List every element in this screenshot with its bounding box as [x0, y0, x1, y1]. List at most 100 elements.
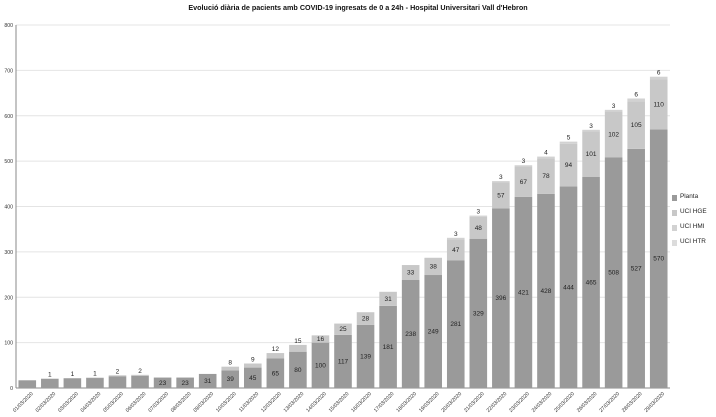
- data-label: 1: [48, 371, 52, 378]
- data-label: 31: [384, 296, 392, 303]
- data-label: 1: [93, 371, 97, 378]
- bar-segment: [86, 377, 104, 379]
- data-label: 2: [138, 368, 142, 375]
- bar-segment: [63, 378, 82, 379]
- x-tick-label: 09/03/2020: [192, 391, 215, 414]
- bar-segment: [266, 358, 285, 388]
- x-tick-label: 13/03/2020: [283, 391, 306, 414]
- x-tick-label: 07/03/2020: [147, 391, 170, 414]
- data-label: 105: [631, 122, 642, 129]
- legend-swatch: [672, 225, 677, 231]
- bar-segment: [334, 334, 352, 388]
- data-label: 16: [317, 336, 325, 343]
- legend-label: UCI HGE: [680, 208, 707, 215]
- bar-segment: [559, 186, 578, 388]
- data-label: 3: [589, 123, 593, 130]
- bar-segment: [559, 143, 578, 187]
- bar-segment: [537, 158, 555, 194]
- data-label: 15: [294, 338, 302, 345]
- data-label: 25: [339, 326, 347, 333]
- legend-label: UCI HTR: [680, 238, 706, 245]
- legend-label: Planta: [680, 193, 699, 200]
- x-tick-label: 05/03/2020: [102, 391, 125, 414]
- data-label: 47: [452, 247, 460, 254]
- bar-segment: [582, 131, 600, 178]
- bar-segment: [604, 157, 623, 388]
- data-label: 117: [338, 358, 349, 365]
- data-label: 6: [657, 70, 661, 77]
- bar-segment: [108, 376, 127, 388]
- data-label: 38: [430, 263, 438, 270]
- bar-segment: [41, 378, 59, 388]
- data-label: 28: [362, 316, 370, 323]
- bar-segment: [153, 377, 172, 388]
- bar-segment: [198, 373, 217, 388]
- bar-segment: [176, 377, 194, 388]
- bar-segment: [63, 378, 82, 388]
- data-label: 1: [71, 371, 75, 378]
- bar-segment: [311, 342, 330, 388]
- bar-segment: [356, 312, 375, 325]
- data-label: 396: [495, 295, 506, 302]
- bar-segment: [424, 257, 443, 276]
- data-label: 57: [497, 192, 505, 199]
- data-label: 5: [567, 135, 571, 142]
- data-label: 45: [249, 375, 257, 382]
- y-tick-label: 100: [4, 341, 13, 347]
- y-tick-label: 800: [4, 23, 13, 29]
- x-tick-label: 28/03/2020: [621, 391, 644, 414]
- bar-segment: [604, 111, 623, 158]
- x-tick-label: 11/03/2020: [238, 391, 260, 413]
- data-label: 465: [586, 280, 597, 287]
- bar-segment: [492, 208, 510, 388]
- bar-segment: [108, 375, 127, 377]
- bar-segment: [424, 275, 443, 388]
- bar-segment: [131, 375, 149, 388]
- bar-segment: [379, 305, 397, 388]
- bar-segment: [582, 177, 600, 388]
- data-label: 102: [608, 131, 619, 138]
- bar-segment: [514, 196, 533, 388]
- bar-segment: [221, 370, 240, 388]
- x-tick-label: 16/03/2020: [350, 391, 373, 414]
- data-label: 508: [608, 270, 619, 277]
- bar-segment: [401, 265, 420, 281]
- legend-swatch: [672, 210, 677, 216]
- x-tick-label: 18/03/2020: [395, 391, 418, 414]
- bar-segment: [537, 156, 555, 159]
- bar-segment: [266, 353, 285, 359]
- data-label: 181: [383, 344, 394, 351]
- x-tick-label: 25/03/2020: [553, 391, 576, 414]
- x-tick-label: 20/03/2020: [441, 391, 464, 414]
- y-tick-label: 600: [4, 114, 13, 120]
- data-label: 33: [407, 270, 415, 277]
- data-label: 3: [522, 158, 526, 165]
- data-label: 249: [428, 329, 439, 336]
- bar-segment: [289, 344, 307, 352]
- y-tick-label: 500: [4, 159, 13, 165]
- data-label: 570: [653, 256, 664, 263]
- data-label: 23: [159, 380, 167, 387]
- bar-segment: [289, 351, 307, 388]
- bar-segment: [649, 76, 668, 80]
- data-label: 527: [631, 265, 642, 272]
- data-label: 3: [612, 103, 616, 110]
- bar-segment: [131, 374, 149, 376]
- bar-segment: [401, 280, 420, 388]
- data-label: 101: [586, 151, 597, 158]
- bar-segment: [356, 324, 375, 388]
- x-tick-label: 19/03/2020: [418, 391, 441, 414]
- bar-segment: [649, 79, 668, 130]
- bar-segment: [311, 335, 330, 343]
- bar-segment: [627, 98, 645, 102]
- x-tick-label: 22/03/2020: [486, 391, 509, 414]
- bar-segment: [604, 109, 623, 112]
- data-label: 9: [251, 356, 255, 363]
- data-label: 110: [654, 101, 665, 108]
- x-tick-label: 10/03/2020: [215, 391, 238, 414]
- x-tick-label: 24/03/2020: [531, 391, 554, 414]
- chart-title: Evolució diària de pacients amb COVID-19…: [188, 3, 528, 12]
- x-tick-label: 29/03/2020: [644, 391, 667, 414]
